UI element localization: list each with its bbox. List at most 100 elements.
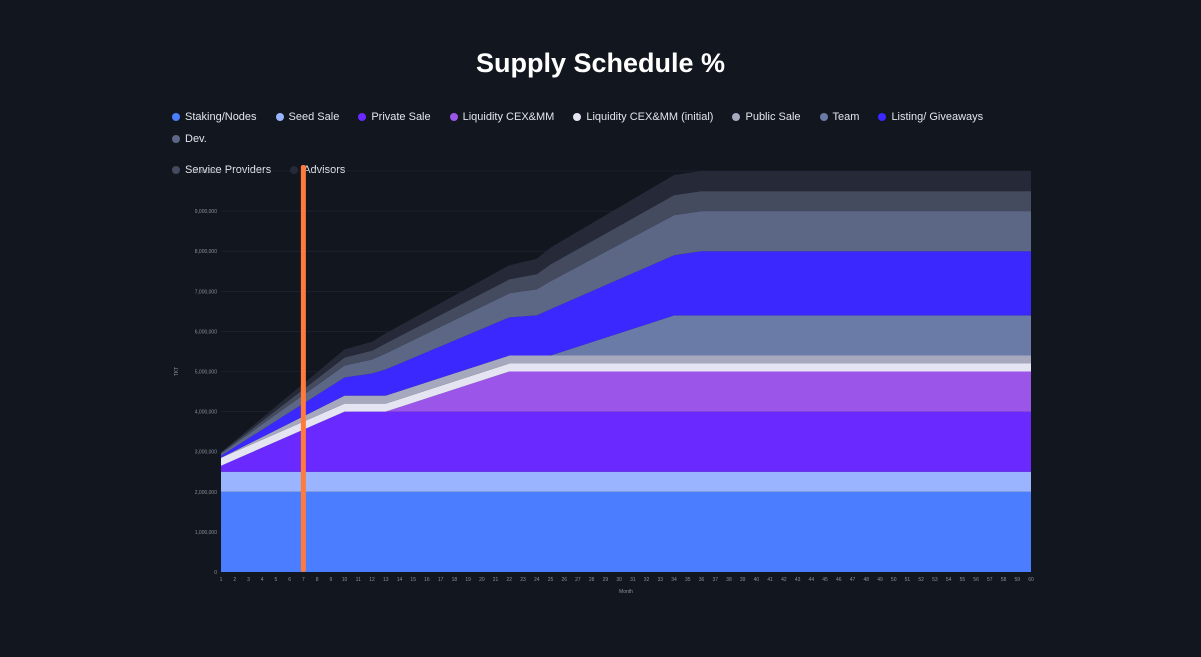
chart-title: Supply Schedule %: [475, 48, 726, 78]
x-tick-label: 47: [850, 577, 856, 583]
x-tick-label: 21: [493, 577, 499, 583]
x-tick-label: 22: [507, 577, 513, 583]
legend-swatch: [819, 112, 828, 121]
x-tick-label: 15: [410, 577, 416, 583]
legend-swatch: [573, 112, 582, 121]
current-month-marker[interactable]: [300, 165, 306, 572]
y-tick-label: 8,000,000: [195, 249, 217, 255]
legend-swatch: [172, 112, 180, 121]
x-tick-label: 49: [877, 577, 883, 583]
x-tick-label: 3: [247, 577, 250, 583]
x-tick-label: 42: [781, 577, 787, 583]
area-seed-sale: [221, 471, 1031, 492]
legend-label: Seed Sale: [288, 110, 340, 123]
x-tick-label: 46: [836, 577, 842, 583]
x-tick-label: 51: [905, 577, 911, 583]
legend-label: Public Sale: [745, 110, 801, 123]
legend-swatch: [172, 134, 180, 143]
x-tick-label: 8: [316, 577, 319, 583]
y-tick-label: 0: [214, 570, 217, 576]
y-tick-label: 9,000,000: [195, 209, 217, 215]
x-tick-label: 56: [973, 577, 979, 583]
x-tick-label: 2: [233, 577, 236, 583]
legend-label: Team: [832, 110, 860, 123]
x-tick-label: 6: [288, 577, 291, 583]
x-tick-label: 40: [754, 577, 760, 583]
legend-item-seed-sale[interactable]: Seed Sale: [275, 110, 340, 123]
area-staking-nodes: [221, 491, 1031, 572]
legend-swatch: [449, 112, 458, 121]
x-tick-label: 18: [452, 577, 458, 583]
legend-label: Service Providers: [185, 163, 272, 176]
y-axis-title: TKT: [174, 367, 180, 376]
legend-label: Liquidity CEX&MM (initial): [586, 110, 714, 123]
x-tick-label: 35: [685, 577, 691, 583]
legend-label: Advisors: [303, 163, 346, 176]
x-tick-label: 43: [795, 577, 801, 583]
legend-item-dev[interactable]: Dev.: [172, 132, 207, 145]
legend: Staking/Nodes Seed Sale Private Sale Liquid…: [172, 110, 1052, 176]
legend-item-listing-giveaways[interactable]: Listing/ Giveaways: [878, 110, 983, 123]
x-tick-label: 60: [1028, 577, 1034, 583]
x-tick-label: 25: [548, 577, 554, 583]
x-axis-title: Month: [619, 589, 633, 595]
y-tick-label: 4,000,000: [195, 410, 217, 416]
x-tick-label: 5: [275, 577, 278, 583]
x-tick-label: 31: [630, 577, 636, 583]
legend-item-advisors[interactable]: Advisors: [290, 163, 345, 176]
x-tick-label: 45: [822, 577, 828, 583]
x-tick-label: 54: [946, 577, 952, 583]
x-tick-label: 12: [369, 577, 375, 583]
x-tick-label: 33: [658, 577, 664, 583]
x-tick-label: 36: [699, 577, 705, 583]
legend-label: Liquidity CEX&MM: [462, 110, 555, 123]
x-tick-label: 30: [616, 577, 622, 583]
x-tick-label: 52: [918, 577, 924, 583]
x-tick-label: 9: [329, 577, 332, 583]
legend-item-service-providers[interactable]: Service Providers: [172, 163, 271, 176]
legend-swatch: [290, 165, 299, 174]
y-tick-label: 2,000,000: [195, 490, 217, 496]
x-tick-label: 16: [424, 577, 430, 583]
x-tick-label: 19: [465, 577, 471, 583]
x-tick-label: 23: [520, 577, 526, 583]
legend-item-public-sale[interactable]: Public Sale: [732, 110, 801, 123]
x-tick-label: 14: [397, 577, 403, 583]
legend-swatch: [878, 112, 887, 121]
x-tick-label: 44: [809, 577, 815, 583]
x-tick-label: 50: [891, 577, 897, 583]
y-tick-label: 5,000,000: [195, 370, 217, 376]
legend-item-team[interactable]: Team: [819, 110, 860, 123]
legend-item-liquidity-cex-mm[interactable]: Liquidity CEX&MM: [449, 110, 555, 123]
x-tick-label: 1: [220, 577, 223, 583]
legend-swatch: [172, 165, 180, 174]
legend-swatch: [358, 112, 367, 121]
legend-item-staking-nodes[interactable]: Staking/Nodes: [172, 110, 257, 123]
x-tick-label: 24: [534, 577, 540, 583]
x-tick-label: 38: [726, 577, 732, 583]
x-tick-label: 55: [960, 577, 966, 583]
y-tick-label: 6,000,000: [195, 329, 217, 335]
area-liquidity-cex-mm: [221, 371, 1031, 466]
x-tick-label: 26: [561, 577, 567, 583]
area-dev: [221, 211, 1031, 456]
y-tick-label: 7,000,000: [195, 289, 217, 295]
y-tick-label: 10,000,000: [192, 169, 217, 175]
legend-label: Listing/ Giveaways: [891, 110, 984, 123]
x-tick-label: 39: [740, 577, 746, 583]
legend-swatch: [732, 112, 741, 121]
legend-label: Staking/Nodes: [185, 110, 257, 123]
x-tick-label: 4: [261, 577, 264, 583]
area-private-sale: [221, 411, 1031, 472]
x-tick-label: 27: [575, 577, 581, 583]
x-tick-label: 48: [863, 577, 869, 583]
x-tick-label: 41: [767, 577, 773, 583]
x-tick-label: 17: [438, 577, 444, 583]
area-team: [221, 315, 1031, 458]
legend-item-private-sale[interactable]: Private Sale: [358, 110, 431, 123]
x-tick-label: 32: [644, 577, 650, 583]
x-tick-label: 53: [932, 577, 938, 583]
legend-item-liquidity-cex-mm-initial[interactable]: Liquidity CEX&MM (initial): [573, 110, 713, 123]
x-tick-label: 58: [1001, 577, 1007, 583]
